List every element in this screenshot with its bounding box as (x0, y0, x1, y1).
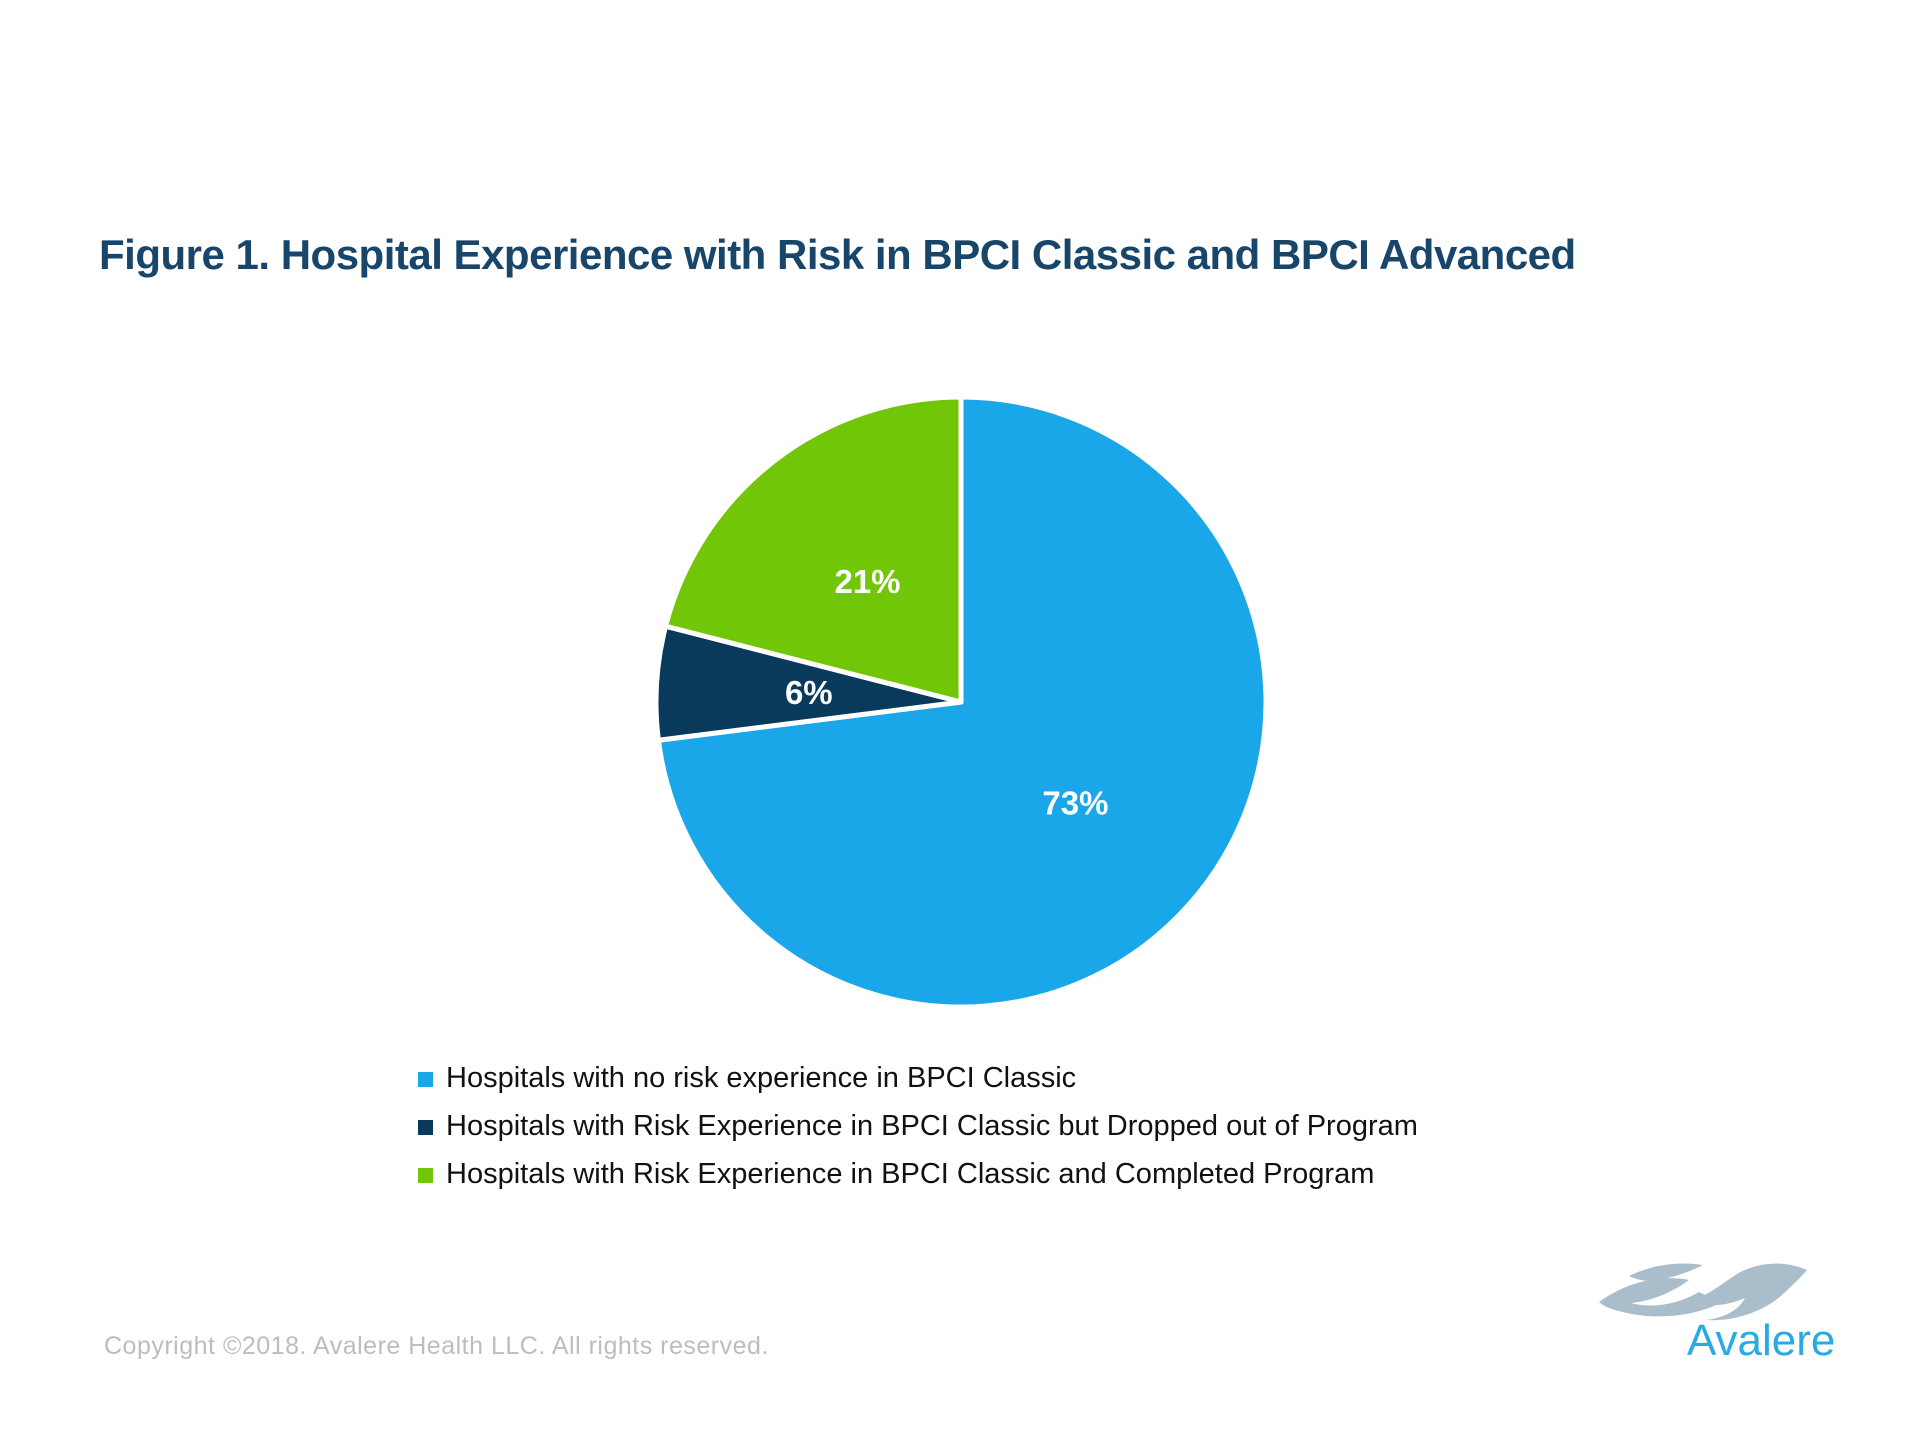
legend-item-1: Hospitals with Risk Experience in BPCI C… (418, 1102, 1418, 1150)
figure-title: Figure 1. Hospital Experience with Risk … (99, 231, 1576, 278)
avalere-logo: Avalere (1590, 1256, 1835, 1371)
avalere-wordmark: Avalere (1687, 1316, 1836, 1365)
pie-slice-label-0: 73% (1042, 784, 1108, 821)
legend-item-2: Hospitals with Risk Experience in BPCI C… (418, 1150, 1418, 1198)
legend-item-0: Hospitals with no risk experience in BPC… (418, 1054, 1418, 1102)
chart-legend: Hospitals with no risk experience in BPC… (418, 1054, 1418, 1198)
pie-slice-label-2: 21% (834, 563, 900, 600)
legend-swatch-icon (418, 1119, 433, 1135)
legend-label: Hospitals with Risk Experience in BPCI C… (446, 1109, 1418, 1142)
pie-chart: 73% 6% 21% (653, 394, 1269, 1010)
copyright-text: Copyright ©2018. Avalere Health LLC. All… (104, 1332, 769, 1360)
legend-swatch-icon (418, 1167, 433, 1183)
avalere-swoosh-icon (1599, 1263, 1807, 1321)
legend-label: Hospitals with Risk Experience in BPCI C… (446, 1157, 1375, 1190)
pie-slice-2 (663, 394, 964, 705)
legend-swatch-icon (418, 1071, 433, 1087)
legend-label: Hospitals with no risk experience in BPC… (446, 1061, 1077, 1094)
pie-slice-label-1: 6% (785, 674, 833, 711)
